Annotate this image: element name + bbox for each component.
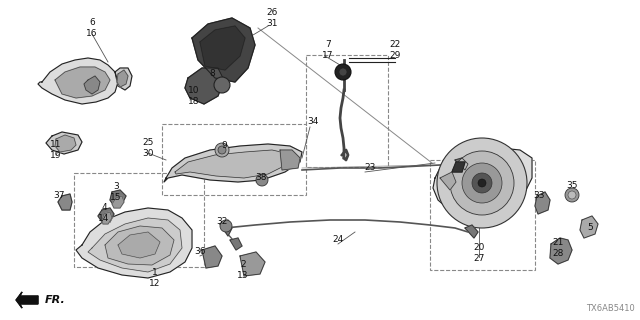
Text: 7
17: 7 17 [323,40,333,60]
Text: 37: 37 [53,190,65,199]
Bar [306,55,388,167]
Polygon shape [46,132,82,154]
Polygon shape [580,216,598,238]
Polygon shape [84,76,100,94]
Text: 35: 35 [566,181,578,190]
Polygon shape [110,190,126,206]
Text: 23: 23 [364,164,376,172]
Text: 38: 38 [255,173,267,182]
Text: 24: 24 [332,236,344,244]
Text: 22
29: 22 29 [389,40,401,60]
Polygon shape [102,212,112,224]
Text: 1
12: 1 12 [149,268,161,288]
Polygon shape [192,18,255,82]
Polygon shape [112,196,124,208]
Polygon shape [117,70,128,87]
Text: TX6AB5410: TX6AB5410 [586,304,635,313]
Polygon shape [550,238,572,264]
Circle shape [335,64,351,80]
Polygon shape [535,192,550,214]
Circle shape [568,191,576,199]
Text: 10
18: 10 18 [188,86,200,106]
Circle shape [215,143,229,157]
Text: 36: 36 [195,247,205,257]
Polygon shape [433,148,532,218]
Polygon shape [76,208,192,278]
Text: 8: 8 [209,69,215,78]
Polygon shape [202,246,222,268]
Text: 25
30: 25 30 [142,138,154,158]
Polygon shape [164,144,302,182]
Polygon shape [38,58,118,104]
Polygon shape [465,225,478,238]
Polygon shape [452,162,465,172]
Polygon shape [185,68,224,104]
Polygon shape [200,26,245,70]
Text: 6
16: 6 16 [86,18,98,38]
Circle shape [478,179,486,187]
Polygon shape [88,218,182,272]
Circle shape [218,146,226,154]
Text: 21
28: 21 28 [552,238,564,258]
Circle shape [462,163,502,203]
Text: 32: 32 [216,218,228,227]
Circle shape [214,77,230,93]
Circle shape [472,173,492,193]
Text: 9: 9 [221,140,227,149]
Polygon shape [280,150,300,170]
Polygon shape [220,220,232,236]
Polygon shape [105,226,174,265]
Text: 11
19: 11 19 [51,140,61,160]
Polygon shape [98,208,114,222]
Polygon shape [455,158,468,170]
Polygon shape [58,194,72,210]
Polygon shape [55,67,110,98]
Circle shape [339,68,347,76]
Text: 20
27: 20 27 [474,243,484,263]
Bar [74,173,204,267]
Circle shape [256,174,268,186]
Text: FR.: FR. [45,295,66,305]
Text: 34: 34 [307,116,319,125]
Polygon shape [115,68,132,90]
Circle shape [437,138,527,228]
Polygon shape [55,135,76,152]
Circle shape [220,220,232,232]
Circle shape [450,151,514,215]
Bar [430,160,535,270]
Polygon shape [16,292,38,308]
Text: 5: 5 [587,223,593,233]
Polygon shape [440,172,456,190]
Text: 33: 33 [533,191,545,201]
Text: 3
15: 3 15 [110,182,122,202]
Circle shape [565,188,579,202]
Polygon shape [240,252,265,276]
Polygon shape [230,238,242,250]
Polygon shape [118,232,160,258]
Text: 26
31: 26 31 [266,8,278,28]
Polygon shape [175,150,290,178]
Bar [162,124,306,195]
Text: 2
13: 2 13 [237,260,249,280]
Text: 4
14: 4 14 [99,203,109,223]
